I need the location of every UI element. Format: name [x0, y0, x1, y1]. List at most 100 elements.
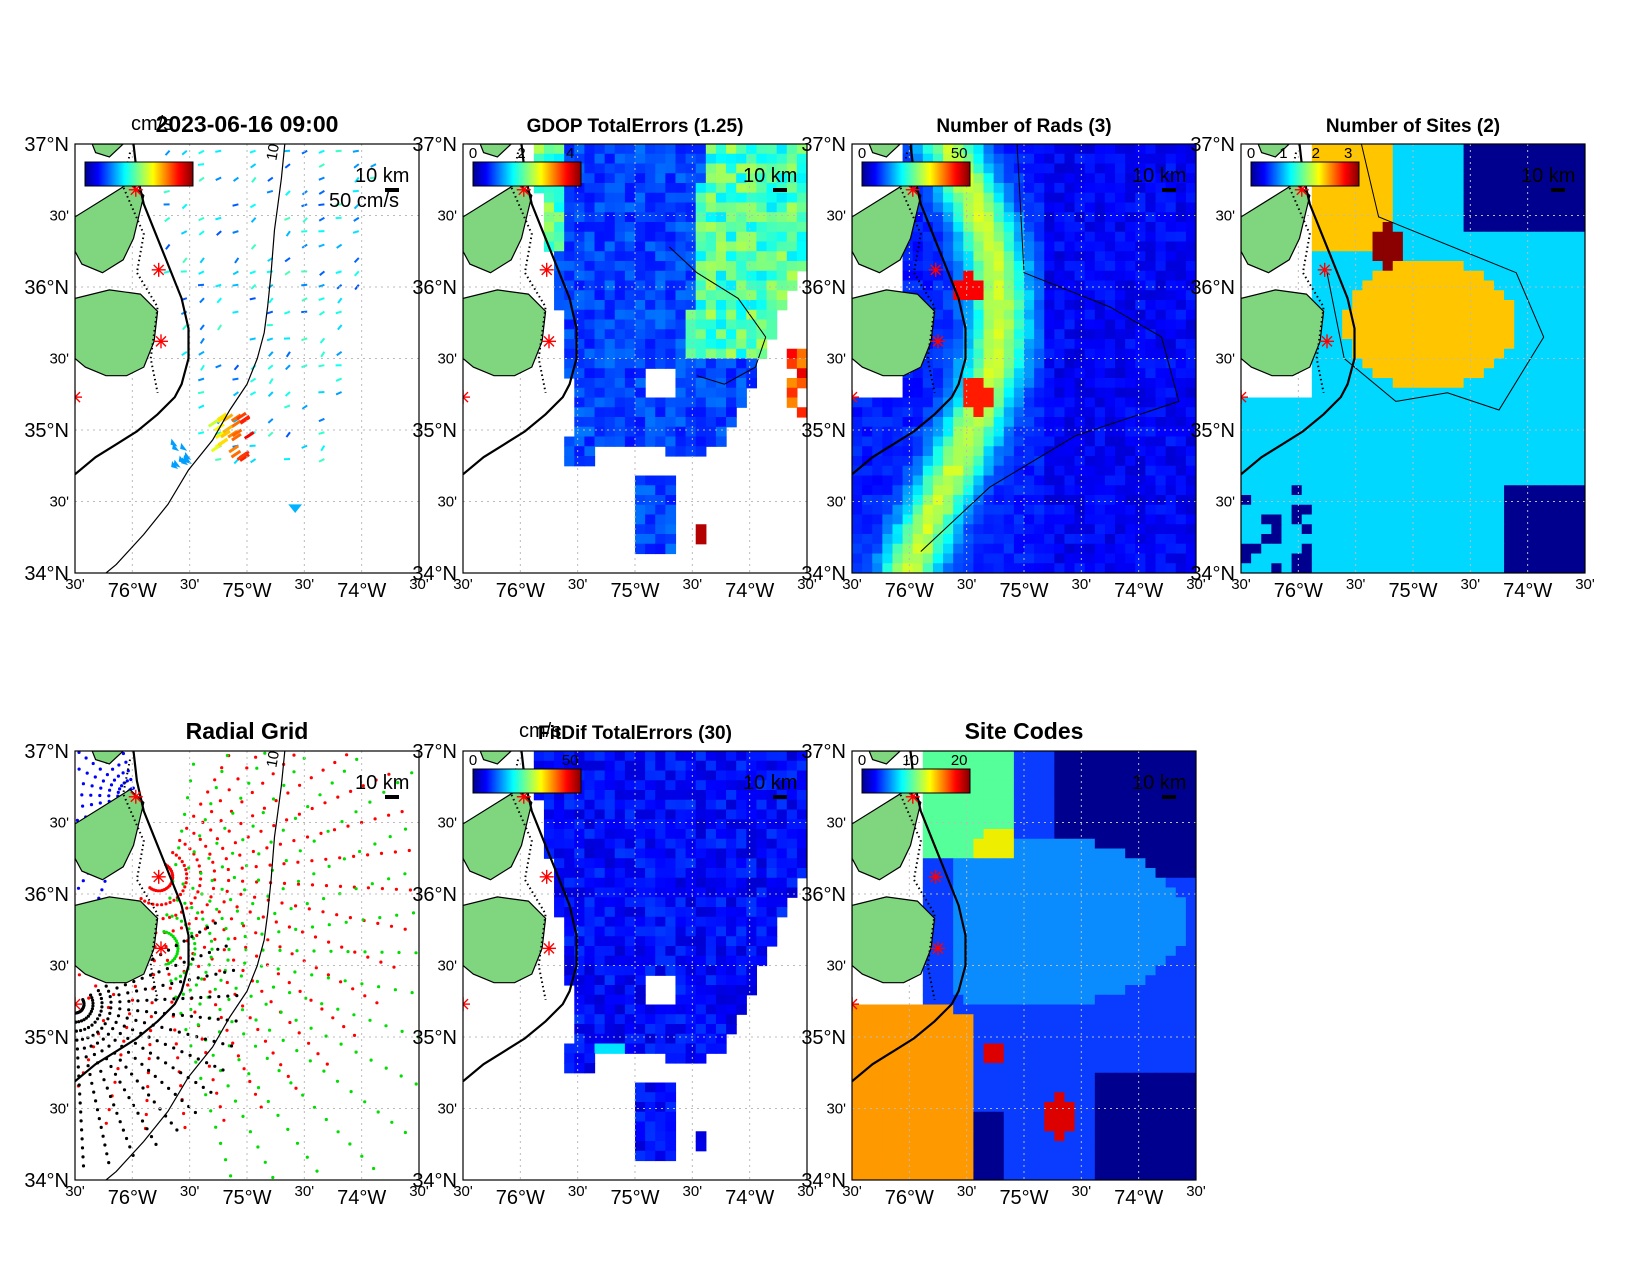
axis-ticks: 37°N30'36°N30'35°N30'34°N30' 76°W 30' 75°W 3… — [801, 741, 1206, 1209]
axis-ticks: 37°N30'36°N30'35°N30'34°N30' 76°W 30' 75°W 3… — [24, 134, 429, 602]
radial-grid — [75, 751, 419, 1180]
lon-tick-label: 75°W — [999, 1187, 1048, 1209]
radar-sites — [1241, 182, 1334, 405]
lat-tick-label: 30' — [1215, 494, 1235, 511]
lat-tick-label: 35°N — [412, 420, 457, 442]
colorbar-tick: 0 — [858, 752, 866, 769]
lon-tick-label: 74°W — [725, 580, 774, 602]
lat-tick-label: 36°N — [24, 884, 69, 906]
site-marker-icon — [539, 262, 554, 277]
colorbar: cm/s — [84, 113, 194, 187]
scale-bar-label: 10 km — [743, 165, 797, 187]
land — [463, 144, 547, 377]
lat-tick-label: 36°N — [24, 277, 69, 299]
site-marker-icon — [154, 941, 168, 956]
scale-bar-label: 10 km — [743, 772, 797, 794]
lon-tick-label: 30' — [683, 576, 703, 593]
lat-tick-label: 37°N — [24, 134, 69, 156]
scale-bar: 10 km — [1521, 165, 1575, 192]
lat-tick-label: 34°N — [1190, 563, 1235, 585]
coastline — [75, 144, 190, 476]
lon-tick-label: 30' — [957, 1183, 977, 1200]
panel-title: GDOP TotalErrors (1.25) — [527, 116, 744, 137]
colorbar-tick: 2 — [1312, 145, 1320, 162]
lon-tick-label: 75°W — [999, 580, 1048, 602]
lat-tick-label: 30' — [49, 208, 69, 225]
nsites-contour — [1326, 144, 1545, 411]
lon-tick-label: 30' — [180, 1183, 200, 1200]
axis-ticks: 37°N30'36°N30'35°N30'34°N30' 76°W 30' 75°W 3… — [1190, 134, 1595, 602]
nrads-contour — [920, 144, 1180, 552]
lon-tick-label: 74°W — [337, 580, 386, 602]
lat-tick-label: 36°N — [801, 277, 846, 299]
axis-ticks: 37°N30'36°N30'35°N30'34°N30' 76°W 30' 75°W 3… — [24, 741, 429, 1209]
plot-frame — [851, 143, 1197, 574]
panel-vectors: 50 cm/s 100 cm/s 10 km 37°N 30' 36°N 30' 35°N 30'… — [24, 111, 429, 602]
scale-bar: 10 km — [355, 165, 409, 192]
lat-tick-label: 36°N — [412, 277, 457, 299]
land — [463, 751, 547, 984]
isobath — [105, 751, 286, 1180]
plot-frame — [1240, 143, 1586, 574]
site-marker-icon — [75, 390, 82, 405]
coastline — [75, 751, 190, 1083]
site-marker-icon — [931, 941, 945, 956]
colorbar-tick: 50 — [562, 752, 579, 769]
lon-tick-label: 75°W — [610, 1187, 659, 1209]
lon-tick-label: 74°W — [1114, 580, 1163, 602]
lat-tick-label: 30' — [49, 815, 69, 832]
lat-tick-label: 37°N — [1190, 134, 1235, 156]
lat-tick-label: 34°N — [412, 563, 457, 585]
plot-frame — [74, 143, 420, 574]
lon-tick-label: 30' — [409, 576, 429, 593]
lon-tick-label: 74°W — [725, 1187, 774, 1209]
land — [75, 751, 159, 984]
colorbar-tick: 0 — [469, 145, 477, 162]
lat-tick-label: 30' — [49, 494, 69, 511]
lat-tick-label: 30' — [437, 958, 457, 975]
isobath-label: 100 — [263, 134, 284, 162]
lon-tick-label: 30' — [453, 1183, 473, 1200]
coastline — [1241, 144, 1356, 476]
land — [852, 751, 936, 984]
colorbar-tick: 0 — [1247, 145, 1255, 162]
panel-title: Radial Grid — [186, 718, 309, 744]
lat-tick-label: 30' — [826, 208, 846, 225]
lat-tick-label: 35°N — [24, 1027, 69, 1049]
reference-vector: 50 cm/s — [329, 190, 399, 212]
lat-tick-label: 30' — [826, 1101, 846, 1118]
plot-frame — [74, 750, 420, 1181]
scale-bar-label: 10 km — [1521, 165, 1575, 187]
lon-tick-label: 76°W — [496, 580, 545, 602]
plot-frame — [462, 143, 808, 574]
lon-tick-label: 30' — [65, 576, 85, 593]
lon-tick-label: 74°W — [337, 1187, 386, 1209]
gdop-contour — [669, 246, 767, 385]
scale-bar-label: 10 km — [1132, 772, 1186, 794]
site-marker-icon — [852, 390, 859, 405]
lat-tick-label: 30' — [826, 494, 846, 511]
lon-tick-label: 30' — [180, 576, 200, 593]
lat-tick-label: 37°N — [801, 741, 846, 763]
lon-tick-label: 75°W — [610, 580, 659, 602]
lon-tick-label: 76°W — [1274, 580, 1323, 602]
lon-tick-label: 30' — [1072, 1183, 1092, 1200]
axis-ticks: 37°N30'36°N30'35°N30'34°N30' 76°W 30' 75°W 3… — [801, 134, 1206, 602]
scale-bar-label: 10 km — [355, 772, 409, 794]
site-marker-icon — [463, 997, 470, 1012]
lon-tick-label: 30' — [453, 576, 473, 593]
scale-bar: 10 km — [743, 772, 797, 799]
lon-tick-label: 30' — [1186, 1183, 1206, 1200]
lon-tick-label: 30' — [295, 1183, 315, 1200]
lat-tick-label: 30' — [826, 351, 846, 368]
site-marker-icon — [1320, 334, 1334, 349]
lon-tick-label: 30' — [1575, 576, 1595, 593]
lat-tick-label: 34°N — [801, 563, 846, 585]
site-marker-icon — [928, 869, 943, 884]
lon-tick-label: 74°W — [1114, 1187, 1163, 1209]
site-marker-icon — [542, 334, 556, 349]
